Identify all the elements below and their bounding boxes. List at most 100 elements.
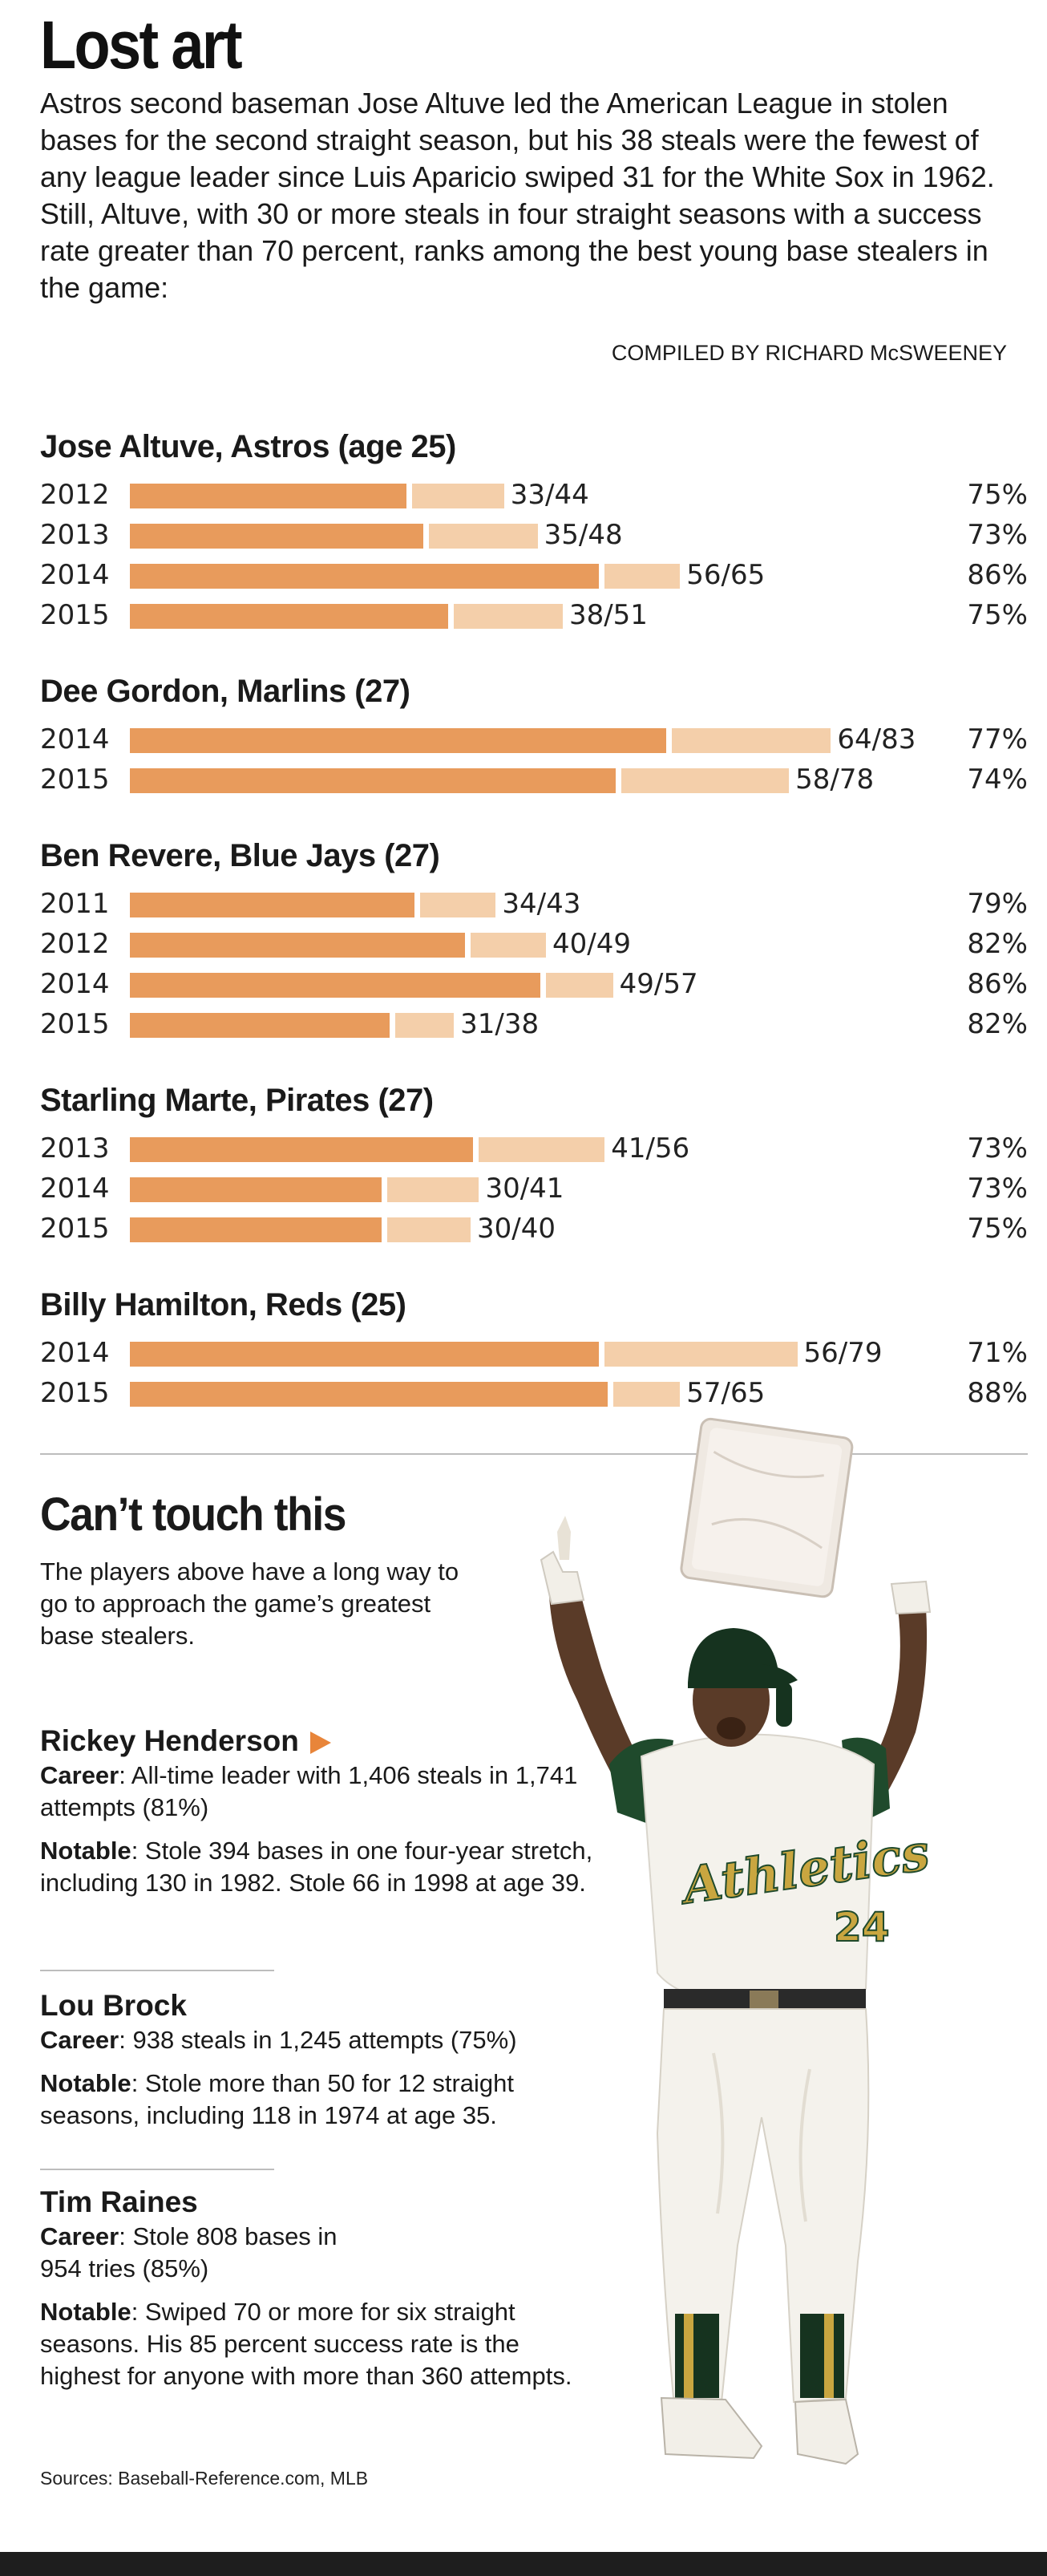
section-divider [40,1453,1028,1455]
attempts-bar [454,604,563,629]
attempts-bar [546,973,613,998]
season-row: 2011 34/43 79% [0,885,1047,925]
season-year: 2014 [40,968,110,1000]
attempts-bar [604,1342,798,1367]
steals-bar [130,524,423,549]
season-row: 2014 30/41 73% [0,1169,1047,1209]
success-rate-label: 88% [967,1377,1028,1409]
season-year: 2015 [40,1008,110,1040]
great-player-name: Lou Brock [40,1989,187,2022]
steals-bar [130,728,666,753]
season-year: 2013 [40,1132,110,1164]
season-year: 2014 [40,1173,110,1205]
attempts-bar [428,524,538,549]
base-image [680,1417,854,1598]
steals-ratio-label: 56/79 [803,1337,883,1369]
season-row: 2012 33/44 75% [0,476,1047,516]
player-divider [40,2169,274,2170]
success-rate-label: 79% [967,888,1028,920]
steals-ratio-label: 30/41 [485,1173,564,1205]
steals-bar [130,933,465,958]
steals-ratio-label: 58/78 [795,763,875,796]
career-stat: Career: 938 steals in 1,245 attempts (75… [40,2026,517,2054]
page-title: Lost art [40,7,243,83]
player-name: Starling Marte, Pirates (27) [40,1083,434,1118]
player-name: Billy Hamilton, Reds (25) [40,1287,406,1322]
career-stat: Career: Stole 808 bases in 954 tries (85… [40,2222,338,2282]
season-year: 2013 [40,519,110,551]
attempts-bar [411,484,504,508]
season-row: 2014 56/65 86% [0,556,1047,596]
success-rate-label: 71% [967,1337,1028,1369]
season-row: 2014 56/79 71% [0,1334,1047,1374]
season-row: 2015 38/51 75% [0,596,1047,636]
steals-ratio-label: 34/43 [502,888,581,920]
season-year: 2015 [40,1213,110,1245]
steals-ratio-label: 41/56 [611,1132,690,1164]
season-year: 2015 [40,599,110,631]
success-rate-label: 73% [967,1173,1028,1205]
steals-bar [130,893,415,917]
notable-stat: Notable: Stole 394 bases in one four-yea… [40,1837,593,1897]
steals-bar [130,1013,390,1038]
great-player-henderson: Rickey Henderson Career: All-time leader… [40,1724,601,1899]
success-rate-label: 82% [967,1008,1028,1040]
steals-ratio-label: 33/44 [510,479,589,511]
steals-bar [130,1382,608,1407]
success-rate-label: 86% [967,559,1028,591]
season-year: 2012 [40,479,110,511]
success-rate-label: 82% [967,928,1028,960]
attempts-bar [612,1382,681,1407]
steals-bar [130,604,449,629]
great-player-name: Rickey Henderson [40,1724,299,1757]
player-photo: Athletics 24 [540,1417,934,2465]
steals-bar [130,564,600,589]
player-divider [40,1970,274,1971]
footer-bar [0,2552,1047,2576]
season-year: 2014 [40,723,110,755]
season-year: 2012 [40,928,110,960]
success-rate-label: 73% [967,519,1028,551]
season-row: 2013 35/48 73% [0,516,1047,556]
attempts-bar [386,1217,471,1242]
season-row: 2012 40/49 82% [0,925,1047,965]
success-rate-label: 75% [967,1213,1028,1245]
season-row: 2015 57/65 88% [0,1374,1047,1414]
steals-bar [130,1137,474,1162]
credit-line: COMPILED BY RICHARD McSWEENEY [611,341,1007,365]
steals-ratio-label: 30/40 [477,1213,556,1245]
great-player-name: Tim Raines [40,2185,198,2218]
svg-text:24: 24 [834,1904,890,1950]
attempts-bar [420,893,496,917]
notable-stat: Notable: Swiped 70 or more for six strai… [40,2298,572,2390]
success-rate-label: 74% [967,763,1028,796]
season-year: 2015 [40,763,110,796]
season-row: 2013 41/56 73% [0,1129,1047,1169]
arrow-icon [309,1732,331,1755]
steals-bar [130,1177,382,1202]
steals-ratio-label: 49/57 [619,968,698,1000]
season-year: 2014 [40,559,110,591]
career-stat: Career: All-time leader with 1,406 steal… [40,1761,578,1821]
steals-ratio-label: 35/48 [544,519,623,551]
steals-ratio-label: 57/65 [686,1377,766,1409]
season-year: 2014 [40,1337,110,1369]
success-rate-label: 77% [967,723,1028,755]
attempts-bar [471,933,547,958]
steals-ratio-label: 38/51 [568,599,648,631]
attempts-bar [386,1177,479,1202]
notable-stat: Notable: Stole more than 50 for 12 strai… [40,2069,515,2129]
season-row: 2015 30/40 75% [0,1209,1047,1250]
great-player-brock: Lou Brock Career: 938 steals in 1,245 at… [40,1989,601,2132]
season-year: 2015 [40,1377,110,1409]
steals-bar [130,1217,382,1242]
season-row: 2014 64/83 77% [0,720,1047,760]
great-player-raines: Tim Raines Career: Stole 808 bases in 95… [40,2185,585,2392]
attempts-bar [604,564,681,589]
player-name: Ben Revere, Blue Jays (27) [40,838,440,873]
steals-bar [130,484,406,508]
steals-bar [130,768,616,793]
success-rate-label: 75% [967,599,1028,631]
success-rate-label: 86% [967,968,1028,1000]
section-title: Can’t touch this [40,1488,346,1541]
